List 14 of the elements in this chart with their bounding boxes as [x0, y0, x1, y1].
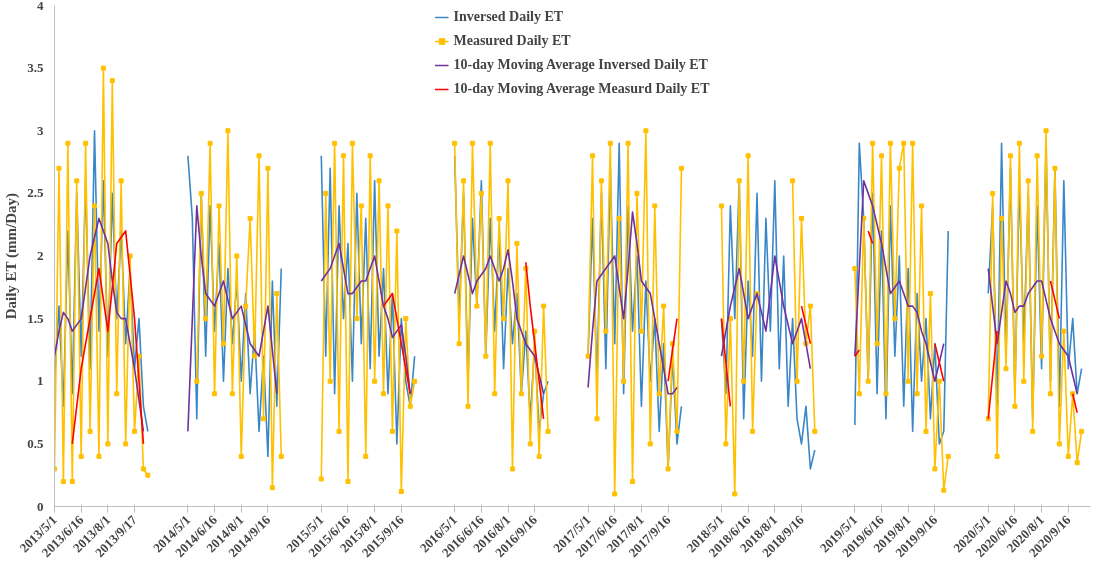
y-tick-label: 3 — [37, 122, 44, 138]
y-tick-label: 3.5 — [27, 60, 44, 76]
y-tick-label: 4 — [37, 0, 44, 13]
y-tick-label: 1.5 — [27, 310, 44, 326]
y-tick-label: 1 — [37, 373, 44, 389]
legend-label: 10-day Moving Average Measurd Daily ET — [453, 81, 710, 97]
y-tick-label: 0 — [37, 498, 44, 514]
y-axis-title: Daily ET (mm/Day) — [3, 192, 21, 320]
y-tick-label: 0.5 — [27, 435, 44, 451]
y-tick-label: 2.5 — [27, 185, 44, 201]
legend-label: Measured Daily ET — [453, 33, 571, 49]
legend-label: Inversed Daily ET — [453, 9, 564, 25]
y-tick-label: 2 — [37, 248, 44, 263]
legend-label: 10-day Moving Average Inversed Daily ET — [453, 57, 708, 73]
